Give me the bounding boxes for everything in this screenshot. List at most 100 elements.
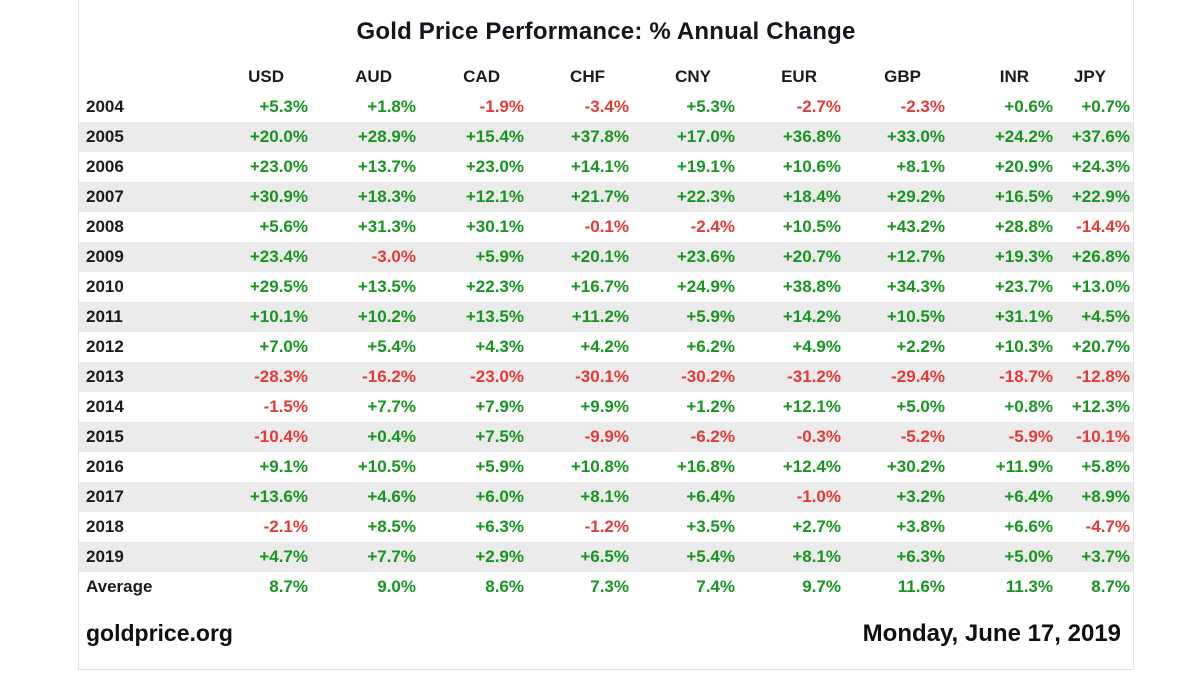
value-cell: +37.8% [570,127,629,146]
value-cell: +12.4% [782,457,841,476]
value-cell: -0.3% [796,427,841,446]
value-cell: +13.7% [357,157,416,176]
value-cell: +22.9% [1071,187,1130,206]
value-cell: +5.3% [259,97,308,116]
value-cell: +20.0% [249,127,308,146]
value-cell: -5.9% [1008,427,1053,446]
value-cell: +7.9% [475,397,524,416]
average-value-cell: 9.7% [802,577,841,596]
value-cell: +10.6% [782,157,841,176]
value-cell: +8.1% [792,547,841,566]
value-cell: +20.9% [994,157,1053,176]
value-cell: +10.5% [357,457,416,476]
value-cell: +36.8% [782,127,841,146]
value-cell: +10.3% [994,337,1053,356]
value-cell: +7.7% [367,547,416,566]
value-cell: -2.4% [690,217,735,236]
value-cell: +16.7% [570,277,629,296]
table-row-2018: 2018 -2.1% +8.5% +6.3% -1.2% +3.5% +2.7% +3.8% +… [79,512,1133,542]
value-cell: +8.1% [896,157,945,176]
column-header-cad: CAD [463,67,500,86]
table-row-average: Average 8.7% 9.0% 8.6% 7.3% 7.4% 9.7% 11.6% 11.3… [79,572,1133,602]
value-cell: +16.5% [994,187,1053,206]
year-cell: 2008 [86,217,124,236]
value-cell: +18.3% [357,187,416,206]
table-row-2015: 2015 -10.4% +0.4% +7.5% -9.9% -6.2% -0.3% -5.2%… [79,422,1133,452]
column-header-usd: USD [248,67,284,86]
value-cell: +22.3% [465,277,524,296]
value-cell: +3.7% [1081,547,1130,566]
table-row-2005: 2005 +20.0% +28.9% +15.4% +37.8% +17.0% +36.8%… [79,122,1133,152]
value-cell: +30.1% [465,217,524,236]
value-cell: +7.7% [367,397,416,416]
value-cell: +0.8% [1004,397,1053,416]
column-header-eur: EUR [781,67,817,86]
average-value-cell: 7.4% [696,577,735,596]
year-cell: 2017 [86,487,124,506]
card-footer: goldprice.org Monday, June 17, 2019 [79,602,1133,648]
value-cell: +13.6% [249,487,308,506]
value-cell: -31.2% [787,367,841,386]
value-cell: +24.2% [994,127,1053,146]
value-cell: -18.7% [999,367,1053,386]
table-header-row: USD AUD CAD CHF CNY EUR GBP INR JPY [79,62,1133,92]
value-cell: +22.3% [676,187,735,206]
value-cell: +3.8% [896,517,945,536]
gold-performance-card: Gold Price Performance: % Annual Change … [78,0,1134,670]
value-cell: -3.0% [371,247,416,266]
value-cell: +6.5% [580,547,629,566]
column-header-cny: CNY [675,67,711,86]
table-row-2013: 2013 -28.3% -16.2% -23.0% -30.1% -30.2% -31.2%… [79,362,1133,392]
value-cell: +31.3% [357,217,416,236]
value-cell: +5.4% [686,547,735,566]
value-cell: -6.2% [690,427,735,446]
year-header-cell [79,62,194,92]
value-cell: +12.1% [465,187,524,206]
table-row-2011: 2011 +10.1% +10.2% +13.5% +11.2% +5.9% +14.2% +… [79,302,1133,332]
value-cell: +29.2% [886,187,945,206]
value-cell: +17.0% [676,127,735,146]
value-cell: +37.6% [1071,127,1130,146]
value-cell: +12.3% [1071,397,1130,416]
year-cell: 2010 [86,277,124,296]
value-cell: +5.9% [475,457,524,476]
table-row-2014: 2014 -1.5% +7.7% +7.9% +9.9% +1.2% +12.1% +5.0%… [79,392,1133,422]
performance-table: USD AUD CAD CHF CNY EUR GBP INR JPY 2004 +5.3% +1.8… [79,62,1133,602]
value-cell: -30.1% [575,367,629,386]
value-cell: +3.2% [896,487,945,506]
value-cell: -10.4% [254,427,308,446]
value-cell: +13.5% [357,277,416,296]
average-value-cell: 9.0% [377,577,416,596]
value-cell: +9.1% [259,457,308,476]
value-cell: +10.5% [782,217,841,236]
date-label: Monday, June 17, 2019 [862,620,1121,647]
value-cell: +9.9% [580,397,629,416]
value-cell: +4.2% [580,337,629,356]
value-cell: +16.8% [676,457,735,476]
year-cell: 2013 [86,367,124,386]
value-cell: -2.1% [263,517,308,536]
value-cell: +4.9% [792,337,841,356]
value-cell: +6.3% [475,517,524,536]
table-row-2008: 2008 +5.6% +31.3% +30.1% -0.1% -2.4% +10.5% +43… [79,212,1133,242]
value-cell: +6.6% [1004,517,1053,536]
value-cell: +30.2% [886,457,945,476]
value-cell: +10.1% [249,307,308,326]
year-cell: 2005 [86,127,124,146]
value-cell: +18.4% [782,187,841,206]
year-cell: 2012 [86,337,124,356]
table-row-2016: 2016 +9.1% +10.5% +5.9% +10.8% +16.8% +12.4% +3… [79,452,1133,482]
value-cell: -2.7% [796,97,841,116]
column-header-inr: INR [999,67,1029,86]
value-cell: +20.7% [1071,337,1130,356]
value-cell: +4.6% [367,487,416,506]
value-cell: +14.2% [782,307,841,326]
value-cell: +3.5% [686,517,735,536]
value-cell: +20.7% [782,247,841,266]
value-cell: +8.5% [367,517,416,536]
value-cell: +28.8% [994,217,1053,236]
year-cell: 2015 [86,427,124,446]
value-cell: +13.5% [465,307,524,326]
column-header-aud: AUD [355,67,392,86]
column-header-jpy: JPY [1073,67,1106,86]
